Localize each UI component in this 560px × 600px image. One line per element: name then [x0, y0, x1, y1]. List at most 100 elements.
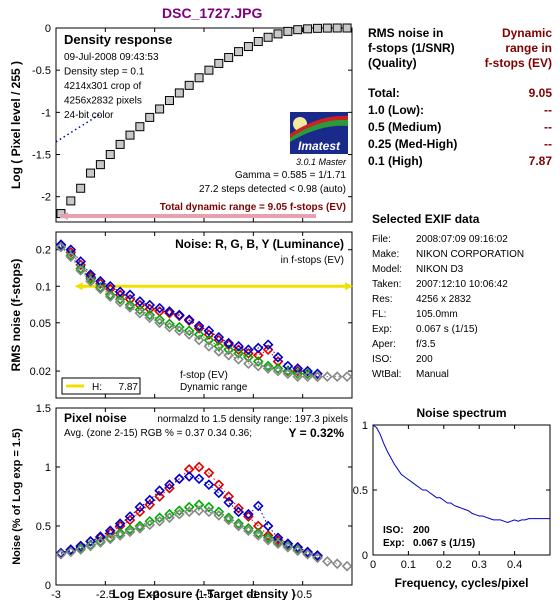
pixel-noise-series-G-point	[233, 518, 244, 529]
pixel-noise-series-B-point	[65, 544, 77, 555]
density-point	[293, 25, 303, 35]
spectrum-info-key: Exp:	[383, 538, 405, 549]
noise-fstops-legend-value: 7.87	[119, 382, 139, 393]
density-point	[115, 139, 125, 149]
noise-fstops-subtitle: in f-stops (EV)	[281, 255, 344, 266]
noise-fstops-series-B-point	[124, 289, 136, 301]
pixel-noise-series-R-point	[144, 499, 156, 511]
density-info-line: 09-Jul-2008 09:43:53	[64, 52, 159, 63]
pixel-noise-series-B-point	[134, 501, 146, 513]
noise-fstops-series-B-point	[262, 339, 274, 351]
pixel-noise-series-G-point	[302, 547, 313, 559]
pixel-noise-series-B-point	[292, 541, 304, 553]
noise-fstops-series-Y-point	[312, 371, 323, 382]
pixel-noise-series-Y-point	[124, 526, 136, 538]
summary-right-header-line: Dynamic	[501, 26, 552, 40]
pixel-noise-series-B-point	[124, 511, 136, 522]
pixel-noise-x-tick-label: -2	[150, 589, 160, 600]
noise-fstops-series-Y-line	[60, 246, 348, 378]
file-title: DSC_1727.JPG	[162, 5, 263, 21]
pixel-noise-ylabel: Noise (% of Log exp = 1.5)	[11, 428, 23, 565]
summary-rows: Total: 9.05 1.0 (Low): -- 0.5 (Medium) -- 0.25…	[368, 86, 552, 171]
summary-row-label: 0.5 (Medium)	[368, 120, 442, 134]
exif-row: Exp: 0.067 s (1/15)	[372, 324, 558, 339]
pixel-noise-x-tick-label: -1.5	[195, 589, 214, 600]
noise-fstops-series-B-point	[183, 314, 195, 326]
noise-fstops-series-B-point	[252, 342, 264, 354]
spectrum-info-key: ISO:	[383, 525, 404, 536]
exif-value: NIKON D3	[416, 264, 464, 275]
noise-fstops-series-B-point	[174, 309, 185, 321]
noise-fstops-series-G-point	[272, 363, 284, 374]
pixel-noise-series-B-point	[282, 538, 294, 550]
exif-panel: Selected EXIF data File: 2008:07:09 09:16…	[372, 212, 558, 384]
noise-fstops-series-B-point	[85, 269, 96, 280]
summary-panel: RMS noise in f-stops (1/SNR) (Quality) D…	[368, 26, 558, 176]
density-range-bar	[60, 214, 316, 218]
exif-key: ISO:	[372, 354, 393, 365]
density-title: Density response	[64, 32, 172, 47]
noise-fstops-series-B-point	[154, 302, 165, 314]
noise-fstops-series-Y-point	[95, 283, 106, 295]
exif-key: FL:	[372, 309, 387, 320]
density-annotation: 27.2 steps detected < 0.98 (auto)	[199, 184, 346, 195]
exif-value: NIKON CORPORATION	[416, 249, 525, 260]
pixel-noise-series-B-point	[203, 479, 215, 491]
pixel-noise-series-G-point	[144, 515, 156, 527]
noise-fstops-legend-label: H:	[92, 382, 102, 393]
pixel-noise-series-B-point	[213, 487, 225, 499]
spectrum-x-tick-label: 0.3	[472, 559, 487, 571]
noise-fstops-series-Y-point	[252, 360, 264, 372]
density-point	[283, 26, 293, 36]
pixel-noise-series-R-point	[203, 467, 215, 479]
pixel-noise-series-B-point	[252, 500, 264, 512]
pixel-noise-series-R-point	[193, 461, 205, 473]
pixel-noise-series-B-point	[144, 494, 156, 506]
exif-value: 105.0mm	[416, 309, 458, 320]
noise-fstops-title: Noise: R, G, B, Y (Luminance)	[175, 237, 344, 251]
summary-row-value: 7.87	[528, 154, 552, 168]
spectrum-y-tick-label: 1	[362, 420, 368, 432]
summary-row-value: --	[544, 120, 552, 134]
pixel-noise-series-G-point	[252, 527, 264, 539]
pixel-noise-series-R-point	[223, 491, 234, 502]
spectrum-x-tick-label: 0.1	[401, 559, 416, 571]
noise-fstops-series-B-point	[203, 325, 215, 337]
pixel-noise-series-Y-point	[183, 506, 195, 518]
noise-fstops-series-Y-point	[243, 358, 254, 370]
pixel-noise-x-tick-label: -0.5	[293, 589, 312, 600]
noise-fstops-frame	[55, 231, 353, 399]
noise-fstops-series-Y-point	[292, 371, 304, 382]
pixel-noise-series-Y-point	[322, 556, 333, 567]
noise-fstops-series-Y-point	[114, 296, 126, 308]
pixel-noise-series-Y-point	[154, 515, 165, 527]
density-point	[125, 130, 135, 140]
exif-key: Make:	[372, 249, 400, 260]
density-footer: Total dynamic range = 9.05 f-stops (EV)	[160, 202, 346, 213]
density-point	[135, 122, 145, 132]
pixel-noise-series-Y-point	[233, 520, 244, 532]
density-point	[194, 73, 204, 83]
pixel-noise-series-G-point	[104, 532, 116, 544]
exif-key: Model:	[372, 264, 403, 275]
summary-row: 0.1 (High) 7.87	[368, 154, 552, 171]
pixel-noise-y-tick-label: 1.5	[36, 403, 51, 415]
exif-key: Res:	[372, 294, 393, 305]
noise-fstops-series-Y-point	[154, 317, 165, 329]
density-y-tick-label: -2	[41, 192, 51, 204]
density-info-line: Density step = 0.1	[64, 67, 145, 78]
pixel-noise-series-Y-point	[213, 510, 225, 521]
pixel-noise-series-B-point	[85, 536, 96, 547]
spectrum-line	[372, 424, 550, 524]
noise-fstops-series-Y-point	[262, 363, 274, 374]
pixel-noise-series-G-point	[312, 551, 323, 563]
pixel-noise-series-B-point	[223, 497, 234, 508]
pixel-noise-series-Y-point	[282, 541, 294, 553]
noise-fstops-annotation: f-stop (EV)	[180, 370, 228, 381]
noise-fstops-series-Y-point	[85, 275, 96, 287]
spectrum-x-tick-label: 0	[370, 559, 376, 571]
noise-fstops-series-Y-point	[75, 265, 86, 276]
summary-row-value: 9.05	[528, 86, 552, 100]
noise-fstops-series-G-point	[134, 304, 146, 316]
